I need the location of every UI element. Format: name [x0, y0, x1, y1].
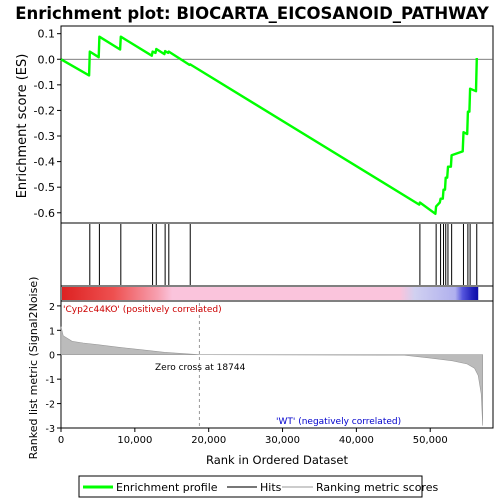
negative-correlation-label: 'WT' (negatively correlated) — [276, 417, 401, 427]
metric-area-layer — [60, 303, 483, 426]
es-tick-label-3: -0.2 — [34, 104, 55, 117]
x-tick-label-4: 40,000 — [339, 435, 374, 446]
metric-tick-label-3: -1 — [46, 375, 55, 386]
x-tick-label-2: 20,000 — [191, 435, 226, 446]
legend-profile-label: Enrichment profile — [116, 481, 218, 494]
heatmap-bar — [62, 287, 492, 300]
zero-cross-label: Zero cross at 18744 — [155, 363, 246, 373]
legend: Enrichment profile Hits Ranking metric s… — [78, 475, 438, 498]
enrichment-profile-line — [60, 35, 478, 216]
metric-panel — [60, 300, 494, 429]
positive-correlation-label: 'Cyp2c44KO' (positively correlated) — [63, 305, 222, 315]
es-tick-label-5: -0.4 — [34, 156, 55, 169]
es-tick-label-7: -0.6 — [34, 207, 55, 220]
axes-layer: 0.10.0-0.1-0.2-0.3-0.4-0.5-0.6210-1-2-30… — [34, 28, 448, 446]
x-tick-label-0: 0 — [58, 435, 64, 446]
x-tick-label-1: 10,000 — [117, 435, 152, 446]
x-tick-label-3: 30,000 — [265, 435, 300, 446]
x-tick-label-5: 50,000 — [413, 435, 448, 446]
chart-title: Enrichment plot: BIOCARTA_EICOSANOID_PAT… — [15, 4, 490, 23]
legend-hits-label: Hits — [260, 481, 282, 494]
es-tick-label-2: -0.1 — [34, 79, 55, 92]
metric-tick-label-4: -2 — [46, 400, 55, 411]
heatmap-fill — [62, 287, 492, 300]
es-tick-label-6: -0.5 — [34, 181, 55, 194]
es-tick-label-1: 0.0 — [38, 53, 56, 66]
x-axis-label: Rank in Ordered Dataset — [206, 453, 349, 467]
es-tick-label-4: -0.3 — [34, 130, 55, 143]
metric-tick-label-1: 1 — [49, 326, 55, 337]
es-tick-label-0: 0.1 — [38, 28, 56, 41]
metric-tick-label-5: -3 — [46, 424, 55, 435]
es-axis-label: Enrichment score (ES) — [15, 54, 30, 199]
legend-metric-label: Ranking metric scores — [316, 481, 438, 494]
es-layer — [60, 35, 493, 216]
metric-tick-label-2: 0 — [49, 351, 55, 362]
metric-tick-label-0: 2 — [49, 302, 55, 313]
es-panel — [60, 25, 494, 224]
hits-layer — [89, 224, 478, 285]
ranked-metric-area — [60, 326, 483, 426]
hits-panel — [60, 222, 494, 287]
heatmap-empty — [478, 287, 492, 300]
metric-axis-label: Ranked list metric (Signal2Noise) — [27, 277, 40, 460]
